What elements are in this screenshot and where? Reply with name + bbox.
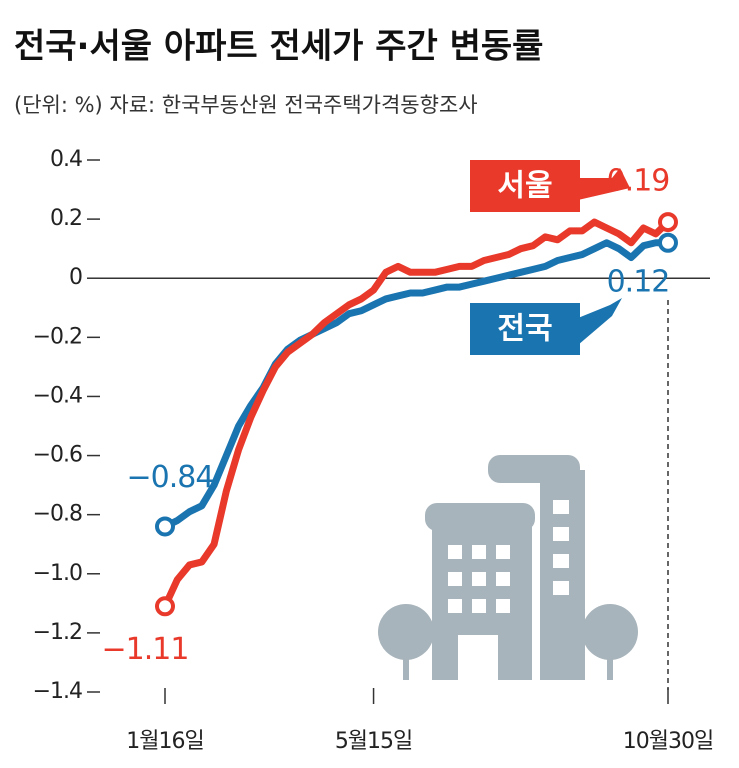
x-tick-label: 5월15일: [335, 729, 412, 754]
x-tick-label: 10월30일: [623, 729, 713, 754]
y-tick-label: −0.2: [33, 324, 82, 349]
y-tick-label: −0.8: [33, 502, 82, 527]
y-tick-label: 0: [69, 265, 82, 290]
y-tick-label: −1.2: [33, 620, 82, 645]
legend-seoul: 서울: [470, 160, 630, 212]
value-label: −1.11: [102, 632, 189, 667]
end-marker: [155, 596, 175, 617]
y-tick-label: 0.2: [50, 206, 82, 231]
series-line: [163, 239, 668, 530]
chart-title: 전국·서울 아파트 전세가 주간 변동률: [14, 27, 543, 67]
building-illustration: [378, 455, 638, 680]
chart-subtitle: (단위: %) 자료: 한국부동산원 전국주택가격동향조사: [14, 93, 478, 117]
series-line: [161, 218, 671, 608]
y-tick-label: −1.0: [33, 561, 82, 586]
y-tick-label: −0.6: [33, 443, 82, 468]
value-label: 0.19: [607, 164, 670, 199]
legend-label: 전국: [497, 312, 552, 347]
legend-national: 전국: [470, 298, 622, 355]
end-marker: [155, 516, 175, 537]
end-marker: [658, 232, 678, 253]
end-marker: [658, 212, 678, 233]
value-label: −0.84: [127, 460, 214, 495]
y-tick-label: 0.4: [50, 147, 82, 172]
value-label: 0.12: [607, 264, 670, 299]
x-tick-label: 1월16일: [126, 729, 203, 754]
y-tick-label: −0.4: [33, 383, 82, 408]
legend-label: 서울: [497, 169, 552, 204]
y-tick-label: −1.4: [33, 679, 82, 704]
